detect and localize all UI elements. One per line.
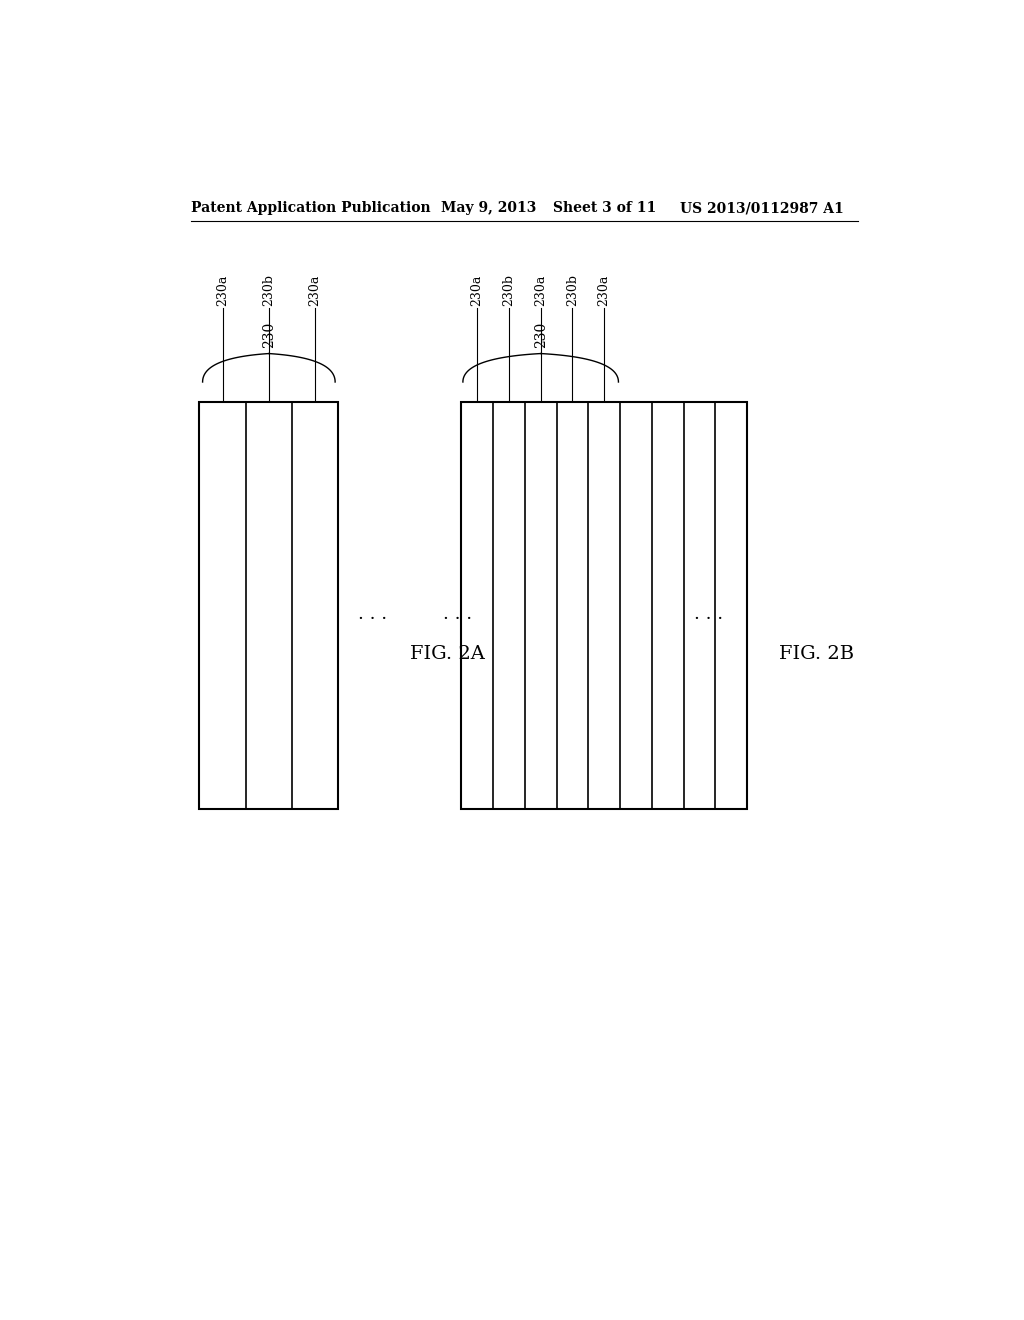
Text: . . .: . . . bbox=[358, 605, 387, 623]
Text: 230a: 230a bbox=[598, 275, 610, 306]
Text: 230b: 230b bbox=[262, 273, 275, 306]
Text: US 2013/0112987 A1: US 2013/0112987 A1 bbox=[680, 201, 844, 215]
Text: 230b: 230b bbox=[503, 273, 515, 306]
Text: 230a: 230a bbox=[216, 275, 229, 306]
Text: . . .: . . . bbox=[442, 605, 472, 623]
Text: FIG. 2B: FIG. 2B bbox=[779, 645, 854, 664]
Text: FIG. 2A: FIG. 2A bbox=[410, 645, 484, 664]
Text: 230a: 230a bbox=[308, 275, 322, 306]
Text: 230a: 230a bbox=[471, 275, 483, 306]
Text: 230a: 230a bbox=[535, 275, 547, 306]
Text: 230: 230 bbox=[262, 322, 275, 348]
Bar bbox=[461, 403, 748, 809]
Text: May 9, 2013: May 9, 2013 bbox=[441, 201, 537, 215]
Text: Patent Application Publication: Patent Application Publication bbox=[191, 201, 431, 215]
Text: 230: 230 bbox=[534, 322, 548, 348]
Text: . . .: . . . bbox=[694, 605, 724, 623]
Text: Sheet 3 of 11: Sheet 3 of 11 bbox=[553, 201, 655, 215]
Bar bbox=[200, 403, 338, 809]
Text: 230b: 230b bbox=[566, 273, 579, 306]
